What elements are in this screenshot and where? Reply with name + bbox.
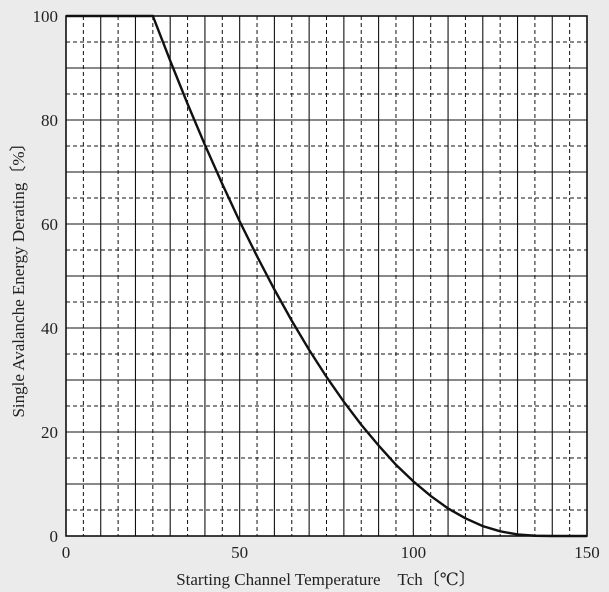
y-tick-label: 60	[41, 215, 58, 234]
y-tick-label: 0	[50, 527, 59, 546]
y-tick-labels: 0 20 40 60 80 100	[33, 7, 59, 546]
x-tick-label: 50	[231, 543, 248, 562]
y-tick-label: 20	[41, 423, 58, 442]
y-tick-label: 100	[33, 7, 59, 26]
x-tick-label: 100	[401, 543, 427, 562]
series-line	[66, 14, 587, 538]
x-tick-labels: 0 50 100 150	[62, 543, 600, 562]
y-tick-label: 40	[41, 319, 58, 338]
plot-frame	[65, 15, 588, 537]
y-tick-label: 80	[41, 111, 58, 130]
x-tick-label: 150	[574, 543, 600, 562]
y-axis-title: Single Avalanche Energy Derating〔%〕	[9, 134, 28, 417]
x-tick-label: 0	[62, 543, 71, 562]
grid-major	[66, 16, 587, 536]
x-axis-title: Starting Channel Temperature Tch〔℃〕	[176, 570, 476, 589]
